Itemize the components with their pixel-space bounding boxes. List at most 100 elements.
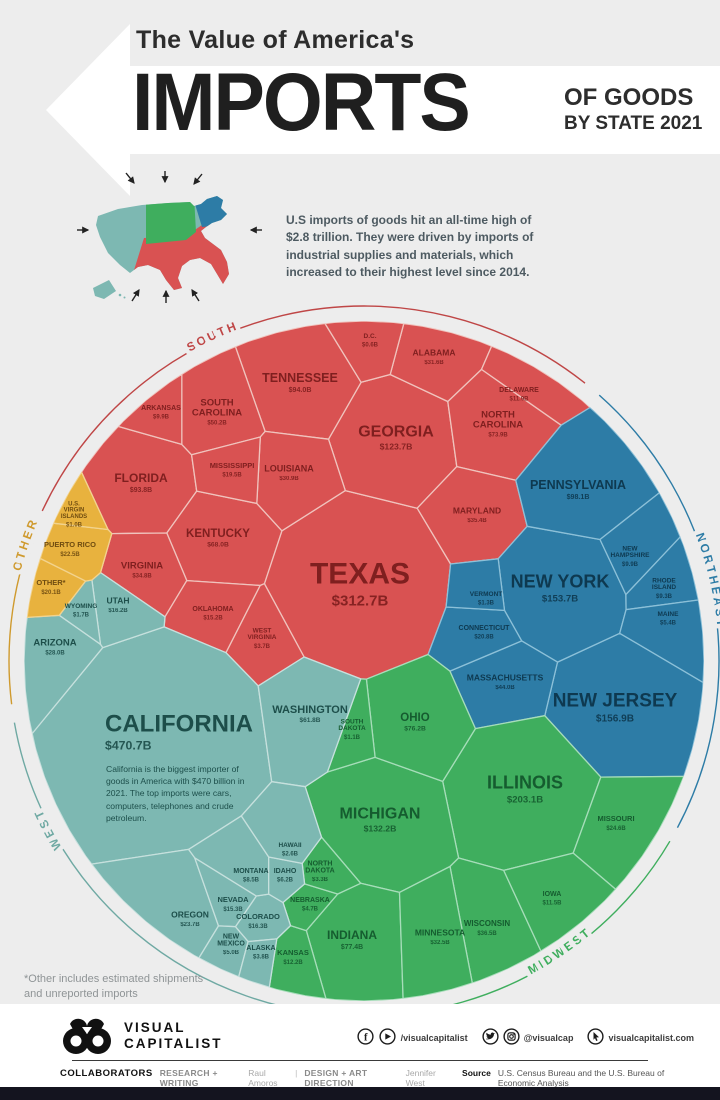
social-links: f /visualcapitalist @visualcap visualcap [357, 1028, 694, 1047]
us-regions-map [77, 171, 262, 303]
label-new-york: NEW YORK $153.7B [511, 572, 610, 605]
collaborators-row: COLLABORATORS RESEARCH + WRITING Raul Am… [60, 1068, 694, 1088]
research-name: Raul Amoros [248, 1068, 278, 1088]
map-arrows [77, 171, 262, 303]
logo-text-line1: VISUAL [124, 1020, 186, 1036]
label-arkansas: ARKANSAS $9.9B [141, 405, 181, 421]
labels-layer: TEXAS $312.7B GEORGIA $123.7B TENNESSEE $94.0… [33, 333, 679, 966]
social-handle-main[interactable]: /visualcapitalist [400, 1032, 468, 1043]
label-georgia: GEORGIA $123.7B [358, 424, 434, 452]
label-florida: FLORIDA $93.8B [114, 471, 168, 494]
design-name: Jennifer West [405, 1068, 436, 1088]
label-wyoming: WYOMING $1.7B [65, 603, 98, 619]
svg-text:f: f [364, 1032, 368, 1043]
cell-other [26, 557, 87, 619]
map-hawaii [118, 293, 122, 297]
cells-layer [23, 320, 705, 1002]
label-california: CALIFORNIA $470.7B [105, 711, 253, 753]
label-west-virginia: WEST VIRGINIA $3.7B [248, 627, 277, 649]
instagram-icon[interactable] [503, 1028, 520, 1047]
label-d-c: D.C. $0.6B [362, 333, 379, 349]
label-connecticut: CONNECTICUT $20.8B [459, 625, 511, 641]
visual-capitalist-logo[interactable]: VISUAL CAPITALIST [58, 1014, 223, 1058]
label-new-jersey: NEW JERSEY $156.9B [553, 691, 678, 725]
label-illinois: ILLINOIS $203.1B [487, 773, 563, 806]
label-rhode-island: RHODE ISLAND $9.3B [652, 577, 677, 599]
cell-missouri [572, 775, 685, 890]
map-hawaii [123, 296, 126, 299]
region-arc-other [8, 519, 40, 705]
label-ohio: OHIO $76.2B [400, 712, 429, 733]
website-url[interactable]: visualcapitalist.com [608, 1032, 694, 1043]
label-idaho: IDAHO $6.2B [274, 868, 297, 884]
collaborators-label: COLLABORATORS [60, 1068, 153, 1079]
footnote: *Other includes estimated shipments and … [24, 973, 204, 1000]
title-band [126, 66, 720, 154]
label-tennessee: TENNESSEE $94.0B [262, 371, 338, 394]
label-louisiana: LOUISIANA $30.9B [264, 464, 314, 483]
research-label: RESEARCH + WRITING [159, 1068, 218, 1088]
cell-mississippi [190, 436, 261, 505]
label-alabama: ALABAMA $31.6B [413, 347, 456, 366]
california-annotation: California is the biggest importer of go… [106, 764, 245, 823]
label-north-dakota: NORTH DAKOTA $3.3B [305, 860, 334, 883]
footer-divider [72, 1060, 648, 1061]
cell-alaska [238, 938, 278, 988]
label-arizona: ARIZONA $28.0B [33, 638, 76, 657]
cell-hawaii [240, 781, 323, 865]
label-texas: TEXAS $312.7B [310, 558, 410, 610]
label-oregon: OREGON $23.7B [171, 909, 209, 928]
logo-text-line2: CAPITALIST [124, 1036, 223, 1051]
separator: | [295, 1068, 298, 1078]
label-north-carolina: NORTH CAROLINA $73.9B [473, 410, 523, 439]
label-colorado: COLORADO $16.3B [236, 912, 280, 930]
label-hawaii: HAWAII $2.6B [278, 842, 301, 858]
label-wisconsin: WISCONSIN $36.5B [464, 919, 510, 937]
social-handle-secondary[interactable]: @visualcap [523, 1032, 574, 1043]
source-text: U.S. Census Bureau and the U.S. Bureau o… [497, 1068, 665, 1088]
title-kicker: The Value of America's [136, 26, 415, 54]
facebook-icon[interactable]: f [357, 1028, 374, 1047]
label-alaska: ALASKA $3.8B [246, 945, 275, 961]
cell-puerto-rico [39, 522, 113, 582]
label-maine: MAINE $5.4B [658, 611, 680, 627]
label-michigan: MICHIGAN $132.2B [340, 806, 421, 834]
subtitle-line1: OF GOODS [564, 84, 694, 111]
region-arc-south [41, 305, 586, 512]
region-arc-northeast [598, 394, 720, 828]
label-montana: MONTANA $8.5B [233, 868, 268, 884]
cell-u-s-virgin-islands [52, 471, 109, 531]
label-delaware: DELAWARE $11.9B [499, 387, 539, 403]
design-label: DESIGN + ART DIRECTION [304, 1068, 368, 1088]
label-missouri: MISSOURI $24.6B [597, 814, 634, 832]
youtube-play-icon[interactable] [379, 1028, 396, 1047]
label-nebraska: NEBRASKA $4.7B [290, 897, 330, 913]
cell-vermont [445, 558, 506, 612]
label-new-hampshire: NEW HAMPSHIRE $9.9B [610, 545, 650, 567]
label-indiana: INDIANA $77.4B [327, 928, 377, 951]
cell-maine [619, 599, 705, 684]
page-title: IMPORTS [132, 56, 471, 148]
label-oklahoma: OKLAHOMA $15.2B [192, 606, 233, 622]
label-iowa: IOWA $11.5B [542, 891, 562, 907]
label-mississippi: MISSISSIPPI $19.5B [210, 461, 255, 479]
source-label: Source [462, 1068, 491, 1078]
map-region-northeast [192, 196, 229, 227]
footer: VISUAL CAPITALIST f /visualcapitalist @v… [0, 1004, 720, 1088]
cursor-icon[interactable] [587, 1028, 605, 1047]
label-new-mexico: NEW MEXICO $5.0B [217, 933, 245, 956]
label-pennsylvania: PENNSYLVANIA $98.1B [530, 478, 626, 501]
label-massachusetts: MASSACHUSETTS $44.0B [467, 672, 544, 691]
label-kentucky: KENTUCKY $68.0B [186, 528, 250, 549]
label-utah: UTAH $16.2B [107, 595, 130, 614]
cell-d-c [324, 320, 405, 383]
label-u-s-virgin-islands: U.S. VIRGIN ISLANDS $1.0B [61, 501, 87, 528]
label-virginia: VIRGINIA $34.8B [121, 561, 163, 580]
subtitle-line2: BY STATE 2021 [564, 113, 703, 134]
twitter-icon[interactable] [482, 1028, 499, 1047]
label-vermont: VERMONT $1.3B [470, 591, 503, 607]
label-washington: WASHINGTON $61.8B [272, 704, 348, 724]
label-other: OTHER* $20.1B [36, 578, 65, 596]
